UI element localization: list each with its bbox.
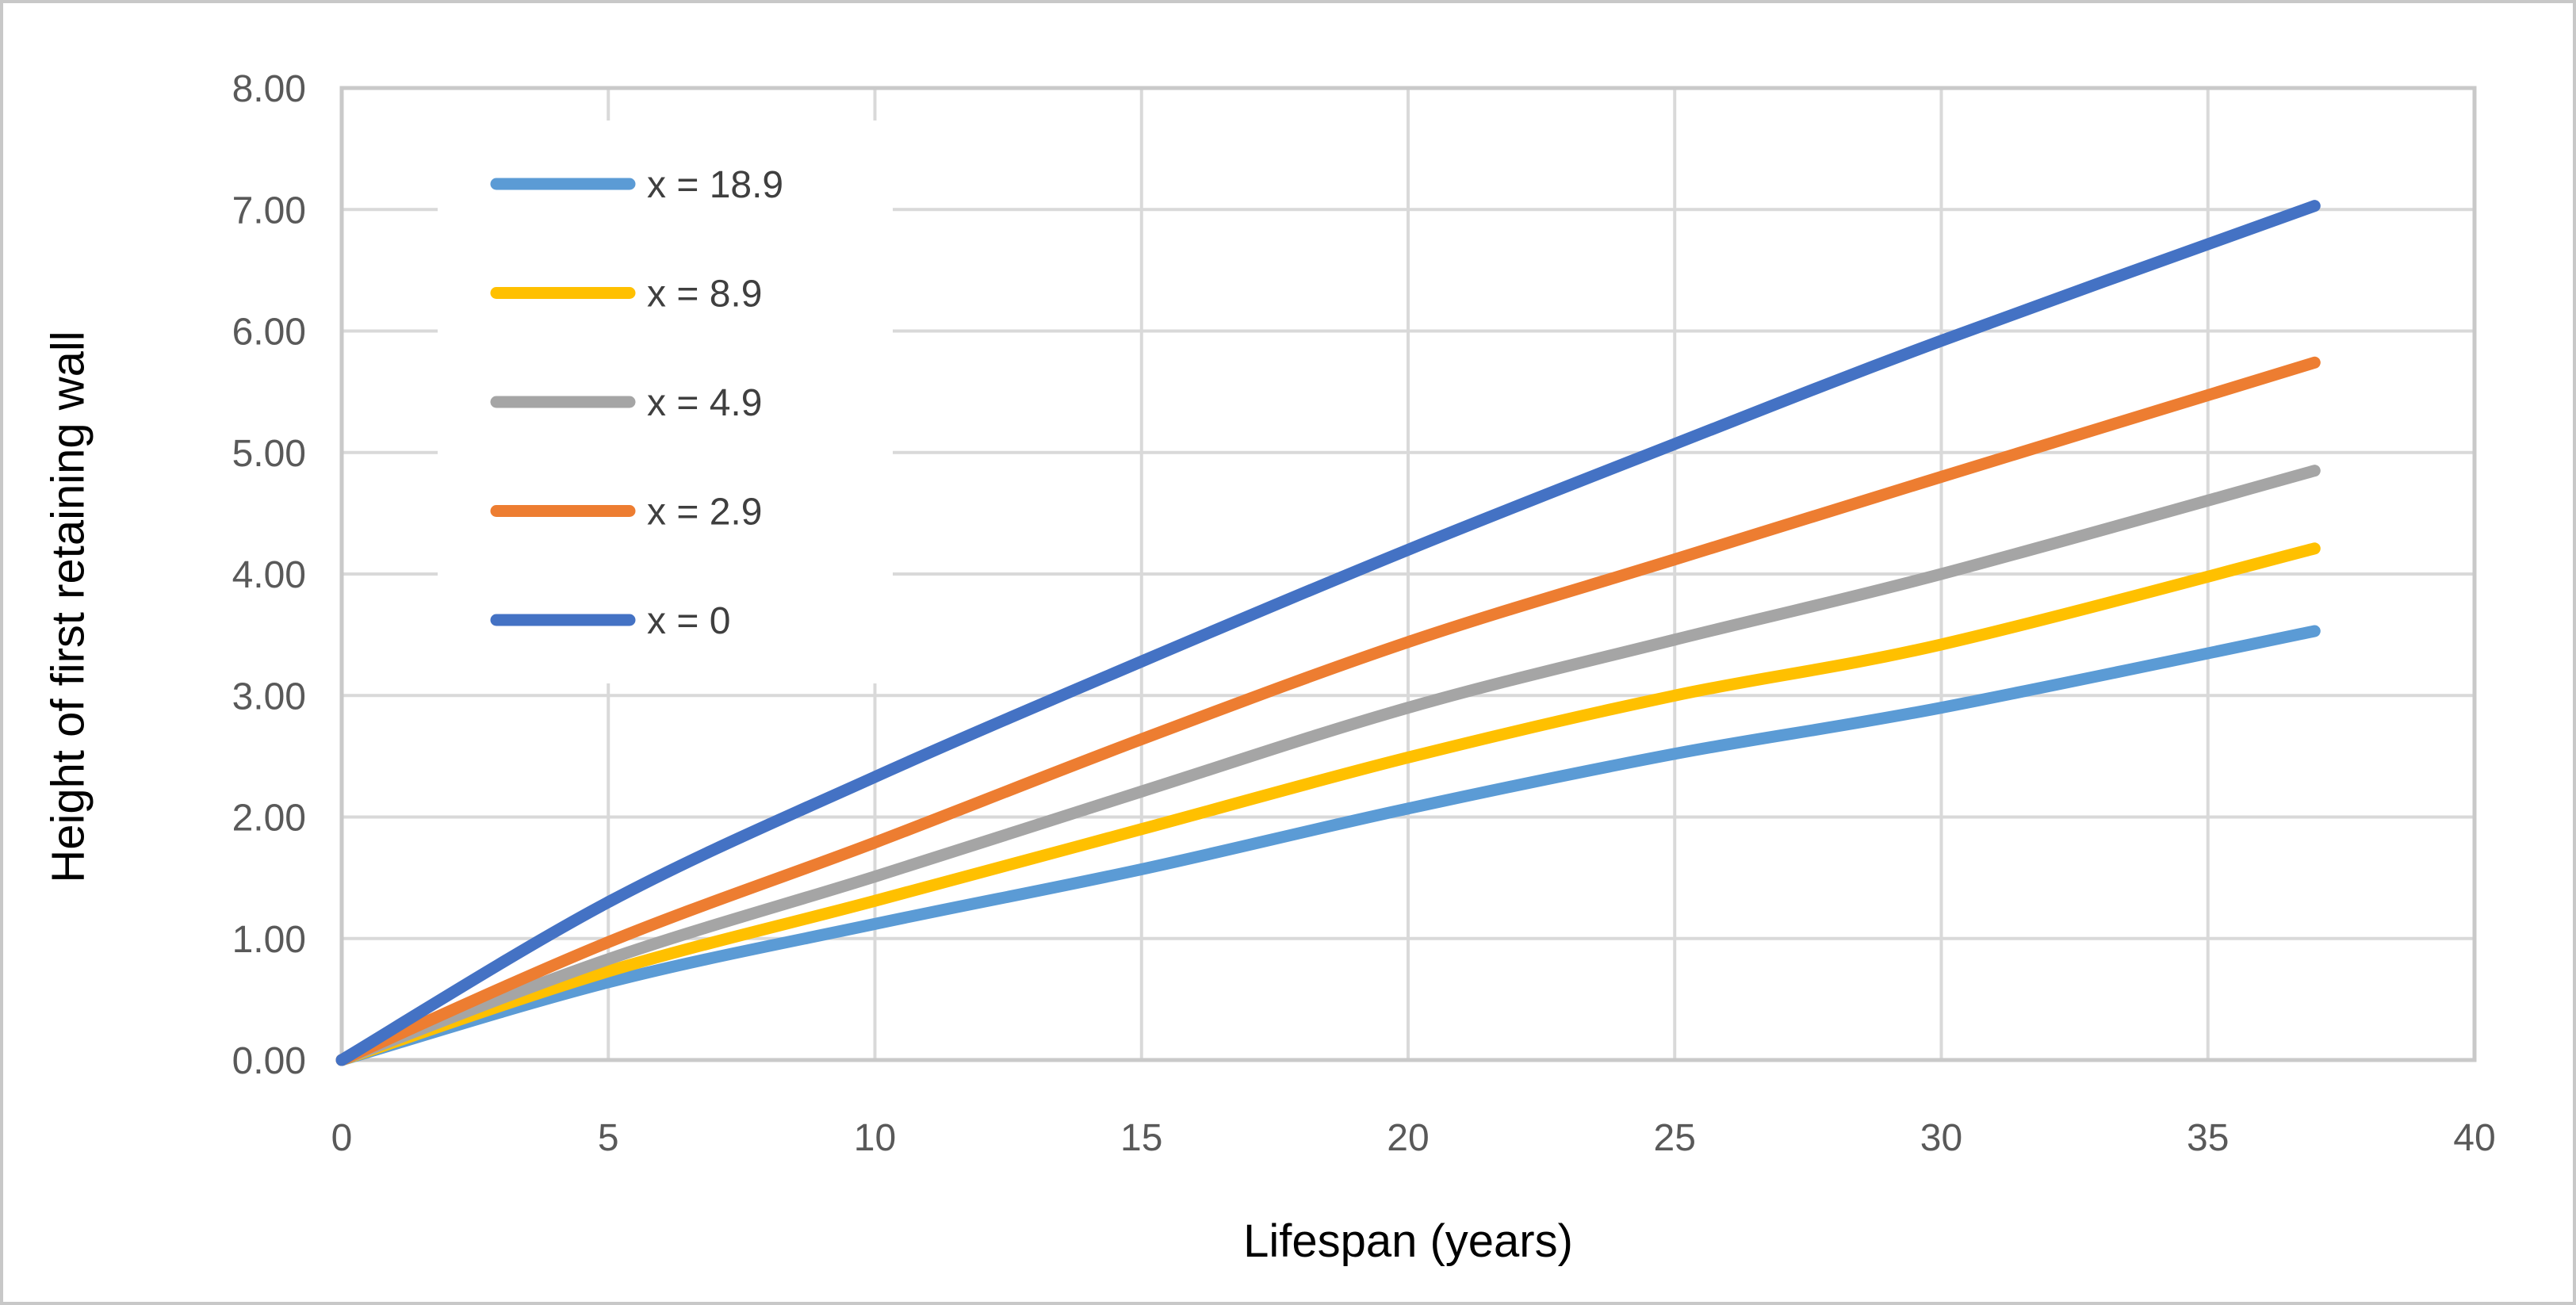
x-tick-label: 40 — [2453, 1117, 2495, 1159]
legend-label-0: x = 18.9 — [647, 164, 783, 206]
plot-area-border — [339, 86, 2477, 1062]
x-tick-label: 15 — [1120, 1117, 1162, 1159]
x-tick-label: 20 — [1387, 1117, 1429, 1159]
line-chart: x = 18.9 x = 8.9 x = 4.9 x = 2.9 x = 0 0 5 10 1… — [232, 68, 2496, 1159]
y-tick-label: 2.00 — [232, 798, 306, 840]
series-line-4 — [335, 200, 2321, 1066]
legend-label-2: x = 4.9 — [647, 382, 762, 424]
x-tick-label: 35 — [2187, 1117, 2229, 1159]
x-tick-label: 10 — [854, 1117, 896, 1159]
x-tick-label: 5 — [598, 1117, 619, 1159]
x-axis-title: Lifespan (years) — [1243, 1215, 1573, 1267]
series-line-3 — [335, 356, 2321, 1066]
legend-label-4: x = 0 — [647, 600, 730, 642]
data-series — [335, 200, 2321, 1066]
y-tick-label: 4.00 — [232, 554, 306, 596]
y-axis-title: Height of first retaining wall — [42, 331, 94, 883]
y-axis-tick-labels: 0.00 1.00 2.00 3.00 4.00 5.00 6.00 7.00 8.00 — [232, 68, 306, 1082]
y-tick-label: 0.00 — [232, 1040, 306, 1082]
series-line-0 — [335, 625, 2321, 1066]
series-line-1 — [335, 542, 2321, 1066]
x-tick-label: 0 — [331, 1117, 353, 1159]
series-line-2 — [335, 465, 2321, 1066]
legend-label-1: x = 8.9 — [647, 274, 762, 316]
y-tick-label: 1.00 — [232, 919, 306, 961]
y-tick-label: 7.00 — [232, 189, 306, 232]
y-tick-label: 8.00 — [232, 68, 306, 110]
x-tick-label: 25 — [1654, 1117, 1696, 1159]
y-tick-label: 5.00 — [232, 433, 306, 475]
x-tick-label: 30 — [1920, 1117, 1962, 1159]
x-axis-tick-labels: 0 5 10 15 20 25 30 35 40 — [331, 1117, 2496, 1159]
plot-border — [339, 86, 2477, 1062]
legend: x = 18.9 x = 8.9 x = 4.9 x = 2.9 x = 0 — [438, 121, 893, 683]
legend-label-3: x = 2.9 — [647, 492, 762, 534]
y-tick-label: 3.00 — [232, 675, 306, 718]
y-tick-label: 6.00 — [232, 312, 306, 354]
